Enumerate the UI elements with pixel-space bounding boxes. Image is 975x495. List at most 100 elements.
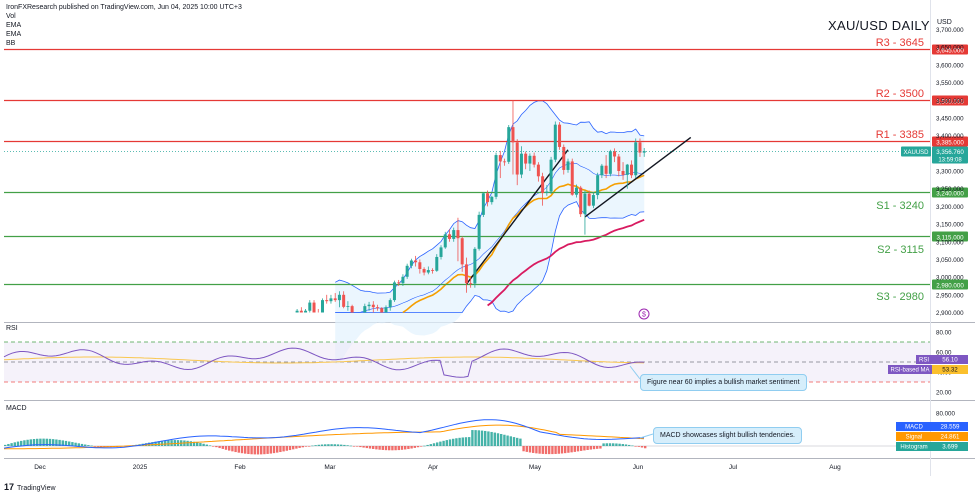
price-axis-tick-0: 3,700.000 xyxy=(936,27,964,34)
macd-value-tag-bg xyxy=(932,422,968,431)
macd-hist-bar xyxy=(423,445,426,447)
macd-hist-bar xyxy=(448,439,452,446)
candle-body-71 xyxy=(558,124,562,147)
macd-hist-bar xyxy=(39,438,42,446)
macd-hist-bar xyxy=(538,446,541,454)
macd-hist-bar xyxy=(631,445,634,447)
indicator-label-ema-1[interactable]: EMA xyxy=(6,22,22,29)
candle-body-61 xyxy=(515,142,519,175)
macd-hist-bar xyxy=(528,446,532,453)
indicator-label-bb[interactable]: BB xyxy=(6,40,16,47)
macd-hist-bar xyxy=(29,439,32,446)
macd-hist-bar xyxy=(503,434,506,446)
level-tag-bg-0 xyxy=(932,44,968,55)
macd-hist-bar xyxy=(205,444,208,446)
macd-hist-bar xyxy=(215,446,218,448)
candle-body-41 xyxy=(431,270,435,271)
price-axis-tick-11: 3,150.000 xyxy=(936,222,964,229)
price-axis-tick-1: 3,650.000 xyxy=(936,45,964,52)
macd-hist-bar xyxy=(10,443,13,446)
macd-hist-bar xyxy=(20,440,23,446)
candle-body-26 xyxy=(367,304,371,307)
rsi-value: 56.10 xyxy=(942,357,958,364)
rsi-axis-tick-0: 80.00 xyxy=(936,330,952,337)
macd-hist-bar xyxy=(615,443,618,446)
macd-hist-bar xyxy=(640,446,644,448)
candle-body-78 xyxy=(587,193,591,206)
macd-hist-bar xyxy=(458,437,461,446)
candle-body-27 xyxy=(371,304,375,308)
macd-hist-bar xyxy=(304,446,308,447)
histogram-value: 3.699 xyxy=(942,444,958,451)
candle-body-69 xyxy=(549,159,553,192)
candle-body-84 xyxy=(613,151,617,157)
candle-body-21 xyxy=(346,306,350,307)
macd-hist-bar xyxy=(266,446,269,454)
macd-hist-bar xyxy=(282,446,285,452)
level-tag-0: 3,645.000 xyxy=(936,48,964,55)
macd-hist-bar xyxy=(391,446,394,451)
macd-hist-bar xyxy=(624,444,628,446)
candle-body-22 xyxy=(350,306,354,313)
candle-body-85 xyxy=(617,156,621,171)
macd-line xyxy=(3,419,645,449)
macd-hist-bar xyxy=(68,441,71,446)
candle-body-31 xyxy=(388,300,392,308)
price-axis-tick-4: 3,500.000 xyxy=(936,98,964,105)
indicator-label-vol[interactable]: Vol xyxy=(6,13,16,20)
chart-header: IronFXResearch published on TradingView.… xyxy=(6,3,242,48)
price-axis-tick-5: 3,450.000 xyxy=(936,115,964,122)
candle-body-17 xyxy=(329,298,333,302)
macd-hist-bar xyxy=(173,440,176,446)
macd-hist-bar xyxy=(253,446,256,455)
macd-hist-bar xyxy=(570,446,573,453)
macd-hist-bar xyxy=(500,433,503,446)
macd-hist-bar xyxy=(352,446,356,447)
macd-hist-bar xyxy=(410,446,413,449)
level-label-s1: S1 - 3240 xyxy=(876,200,924,212)
candle-body-64 xyxy=(528,155,532,164)
macd-hist-bar xyxy=(586,446,589,450)
rsi-ma-value: 53.32 xyxy=(942,367,958,374)
candle-body-57 xyxy=(498,155,502,162)
macd-hist-bar xyxy=(327,444,330,446)
macd-hist-bar xyxy=(388,446,391,451)
macd-hist-bar xyxy=(148,442,151,446)
time-axis-tick-5: May xyxy=(529,464,542,471)
macd-hist-bar xyxy=(576,446,580,452)
macd-hist-bar xyxy=(336,444,340,446)
macd-hist-bar xyxy=(432,443,436,446)
candle-body-46 xyxy=(452,230,456,239)
macd-hist-bar xyxy=(234,446,237,453)
candle-body-80 xyxy=(596,175,600,196)
macd-hist-bar xyxy=(372,446,375,449)
macd-hist-bar xyxy=(522,446,525,452)
macd-pane-label[interactable]: MACD xyxy=(6,405,27,412)
macd-hist-bar xyxy=(560,446,564,454)
macd-hist-bar xyxy=(90,445,93,447)
rsi-ma-line xyxy=(3,356,645,364)
macd-hist-bar xyxy=(93,446,96,447)
macd-hist-bar xyxy=(64,440,68,446)
candle-body-86 xyxy=(621,171,625,175)
level-tag-2: 3,385.000 xyxy=(936,140,964,147)
macd-hist-bar xyxy=(628,444,631,446)
macd-hist-bar xyxy=(160,440,164,446)
macd-hist-bar xyxy=(199,443,202,446)
rsi-pane-label[interactable]: RSI xyxy=(6,325,18,332)
macd-hist-bar xyxy=(87,445,90,446)
level-tag-4: 3,115.000 xyxy=(936,235,964,242)
macd-hist-bar xyxy=(461,437,464,446)
macd-hist-bar xyxy=(442,440,445,446)
candle-body-30 xyxy=(384,307,388,313)
candle-body-60 xyxy=(511,127,515,143)
tradingview-footer[interactable]: 17 TradingView xyxy=(4,482,56,492)
trendline-ascending-triangle xyxy=(584,136,692,218)
candle-body-42 xyxy=(435,256,439,271)
macd-hist-bar xyxy=(445,440,448,446)
macd-hist-bar xyxy=(368,446,372,449)
indicator-label-ema-2[interactable]: EMA xyxy=(6,31,22,38)
macd-hist-bar xyxy=(167,440,170,446)
candle-body-51 xyxy=(473,248,477,284)
candle-body-33 xyxy=(397,282,401,284)
